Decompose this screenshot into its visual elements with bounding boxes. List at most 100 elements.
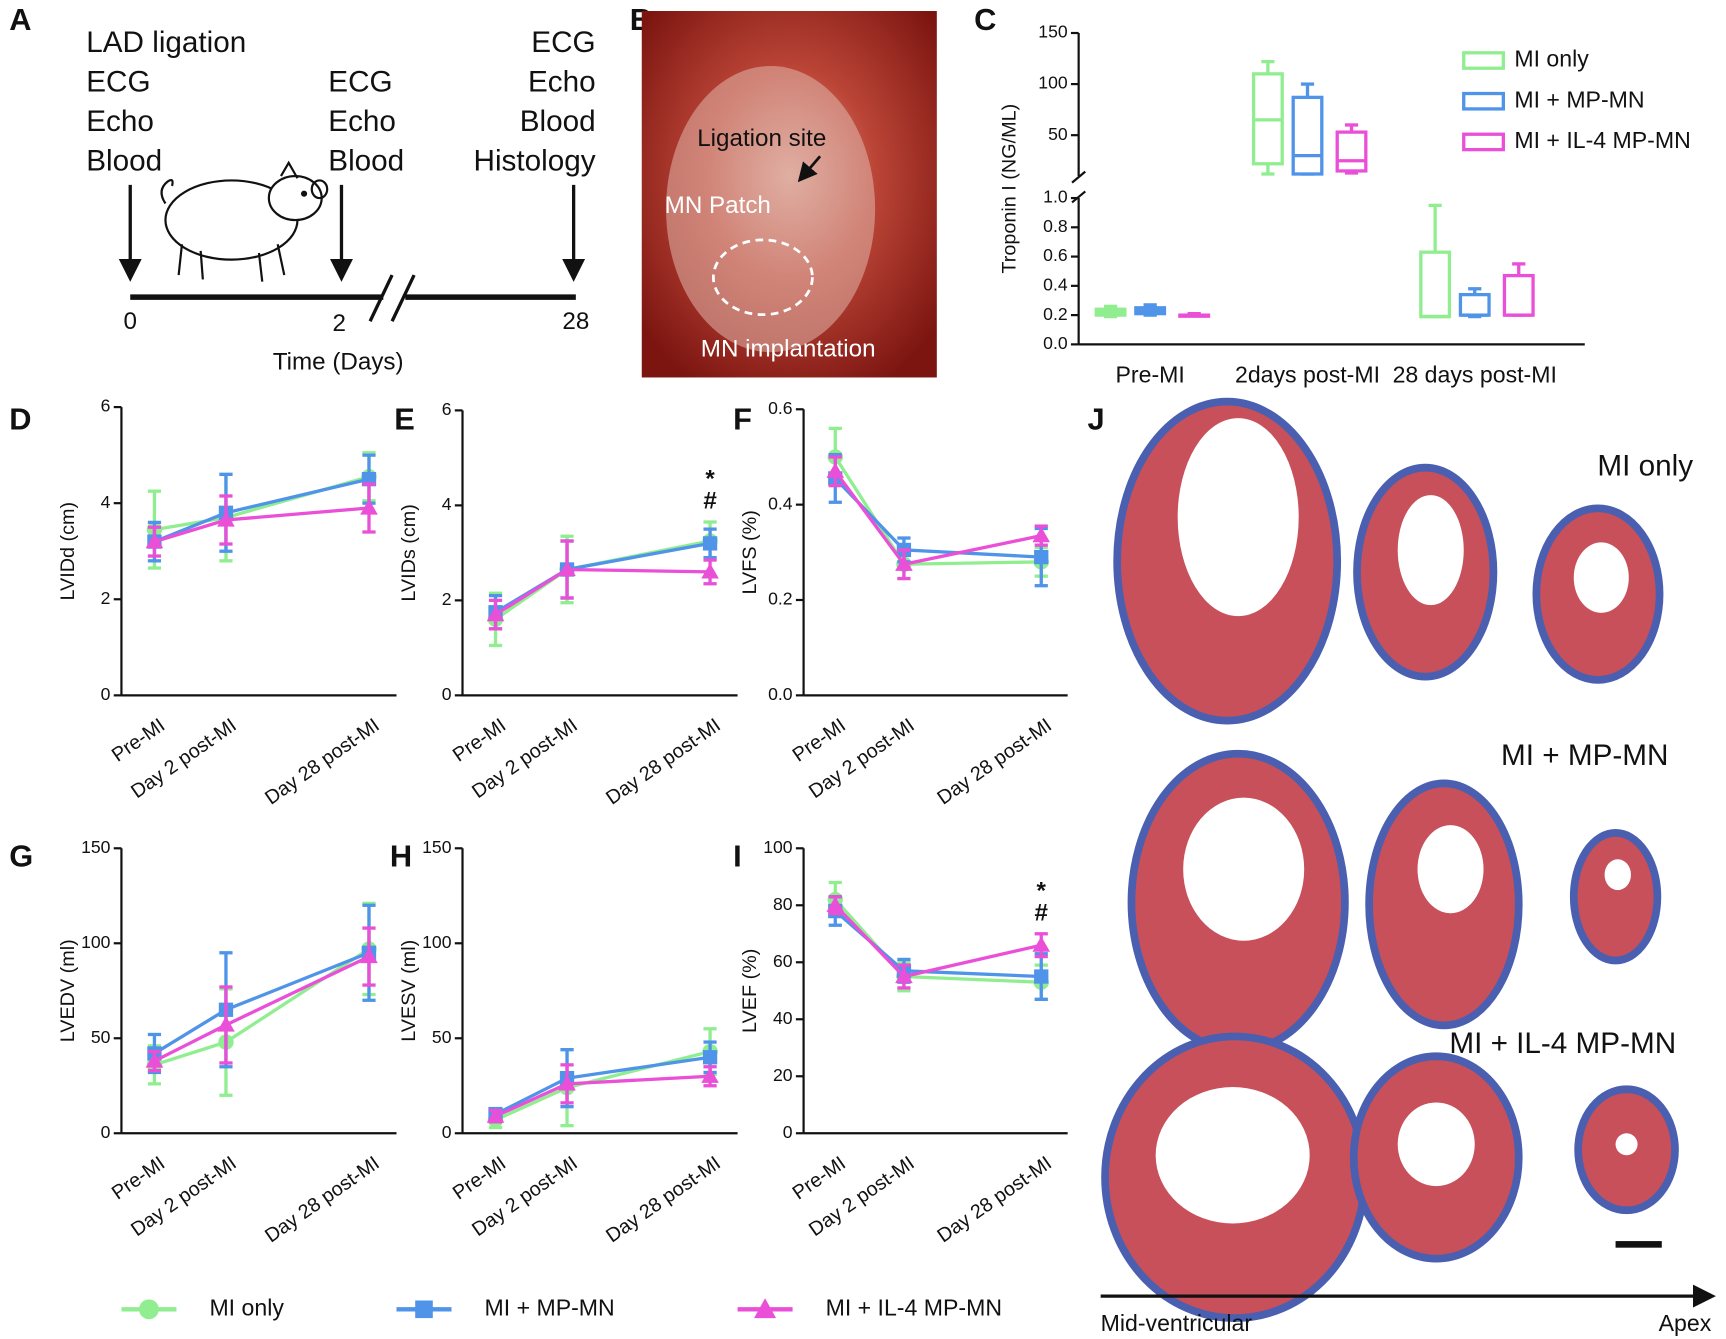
- legend-swatch: [1462, 51, 1505, 70]
- y-axis-label: LVEF (%): [739, 949, 761, 1033]
- legend-label: MI + MP-MN: [1514, 86, 1644, 112]
- scale-bar: [1615, 1241, 1662, 1248]
- x-tick-label: Pre-MI: [789, 714, 850, 766]
- step-text: Echo: [86, 105, 154, 138]
- y-tick-label: 6: [442, 399, 452, 419]
- legend-swatch: [1462, 132, 1505, 152]
- marker: [826, 462, 845, 478]
- y-tick-label: 60: [773, 951, 793, 971]
- time-tick: 2: [333, 310, 346, 337]
- axis-end: Apex: [1659, 1310, 1712, 1336]
- legend-swatch: [1462, 91, 1505, 111]
- series-line: [834, 909, 1042, 979]
- step-text: LAD ligation: [86, 26, 246, 59]
- marker: [895, 555, 913, 571]
- x-tick-label: Day 28 post-MI: [933, 714, 1056, 809]
- pig: [160, 160, 329, 282]
- x-tick-label: Day 28 post-MI: [261, 1152, 384, 1247]
- y-tick-label: 100: [1038, 73, 1068, 93]
- axis-start: Mid-ventricular: [1101, 1310, 1253, 1336]
- y-axis-label: LVIDd (cm): [57, 502, 79, 601]
- legend: MI only MI + MP-MN MI + IL-4 MP-MN: [121, 1294, 1002, 1320]
- step-text: Histology: [474, 145, 596, 178]
- y-tick-label: 4: [101, 492, 111, 512]
- y-tick-label: 150: [422, 837, 452, 857]
- step-text: Echo: [528, 65, 596, 98]
- panel-letter: J: [1087, 402, 1104, 437]
- y-tick-label: 50: [1048, 124, 1068, 144]
- patch-outline: [711, 238, 814, 317]
- y-tick-label: 0.4: [1043, 275, 1068, 295]
- marker: [217, 1016, 235, 1032]
- y-tick-label: 40: [773, 1008, 793, 1028]
- y-tick-label: 50: [432, 1027, 452, 1047]
- y-tick-label: 0.0: [768, 684, 793, 704]
- panel-letter: F: [733, 402, 752, 437]
- marker: [558, 1075, 576, 1091]
- marker: [702, 1050, 718, 1065]
- y-tick-label: 0: [783, 1122, 793, 1142]
- legend-label: MI + IL-4 MP-MN: [1514, 127, 1690, 153]
- legend-label: MI only: [1514, 46, 1589, 72]
- panel-letter: C: [974, 2, 996, 37]
- annotation: #: [1035, 899, 1049, 926]
- panel-letter: I: [733, 838, 742, 873]
- series-line: [834, 904, 1042, 979]
- x-tick-label: Pre-MI: [108, 1152, 169, 1204]
- series-line: [153, 955, 370, 1063]
- y-tick-label: 0: [442, 1122, 452, 1142]
- time-tick: 28: [562, 308, 589, 335]
- panel-letter: E: [394, 402, 415, 437]
- axis-break: [1071, 170, 1086, 184]
- x-tick-label: 2days post-MI: [1235, 361, 1380, 387]
- box: [1335, 130, 1368, 173]
- time-tick: 0: [124, 308, 137, 335]
- marker: [701, 1067, 719, 1083]
- series-line: [494, 539, 711, 621]
- marker: [145, 532, 164, 549]
- marker: [360, 947, 378, 964]
- heart: [666, 66, 876, 353]
- marker: [1034, 969, 1049, 984]
- x-tick-label: Day 28 post-MI: [602, 1152, 725, 1247]
- x-tick-label: Pre-MI: [1116, 361, 1185, 387]
- series-line: [834, 477, 1042, 559]
- row-label: MI + IL-4 MP-MN: [1449, 1027, 1676, 1060]
- panel-letter: D: [9, 402, 31, 437]
- x-tick-label: Day 28 post-MI: [602, 714, 725, 809]
- y-tick-label: 100: [81, 932, 111, 952]
- y-tick-label: 1.0: [1043, 187, 1068, 207]
- series-line: [494, 541, 711, 614]
- panel-a: A LAD ligation ECG Echo Blood ECG Echo B…: [9, 2, 596, 375]
- box: [1502, 273, 1535, 317]
- y-tick-label: 0.8: [1043, 216, 1068, 236]
- y-tick-label: 0.2: [768, 589, 792, 609]
- y-tick-label: 100: [763, 837, 793, 857]
- y-tick-label: 4: [442, 494, 452, 514]
- annotation: *: [705, 466, 715, 493]
- legend-marker: [415, 1300, 433, 1319]
- marker: [701, 563, 719, 579]
- y-tick-label: 0.2: [1043, 304, 1067, 324]
- y-tick-label: 2: [442, 589, 452, 609]
- row-label: MI only: [1597, 449, 1693, 482]
- row-label: MI + MP-MN: [1501, 739, 1668, 772]
- step-text: Blood: [520, 105, 596, 138]
- panel-letter: H: [390, 838, 412, 873]
- marker: [895, 967, 913, 984]
- photo-label: Ligation site: [697, 125, 826, 152]
- marker: [1032, 526, 1051, 543]
- legend-label: MI + IL-4 MP-MN: [826, 1294, 1002, 1320]
- y-tick-label: 0.0: [1043, 333, 1068, 353]
- x-tick-label: Pre-MI: [449, 1152, 510, 1204]
- step-text: Blood: [86, 145, 162, 178]
- marker: [486, 1107, 505, 1123]
- legend-marker: [139, 1299, 159, 1320]
